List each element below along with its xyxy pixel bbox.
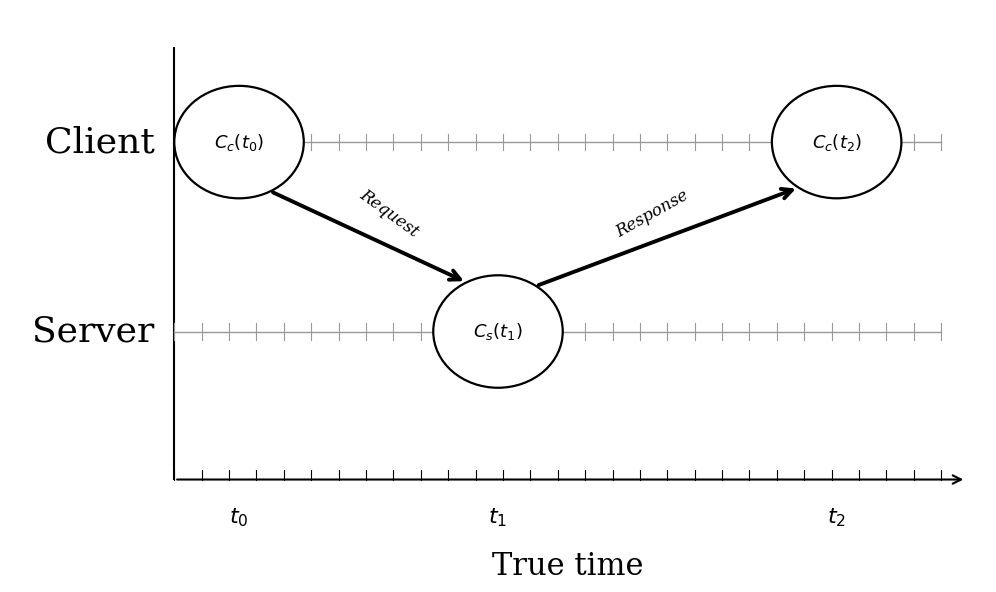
Ellipse shape bbox=[174, 86, 304, 198]
Text: $C_c(t_2)$: $C_c(t_2)$ bbox=[812, 131, 862, 153]
Text: Client: Client bbox=[45, 125, 154, 159]
Text: Request: Request bbox=[357, 186, 422, 240]
Ellipse shape bbox=[772, 86, 901, 198]
Text: $t_1$: $t_1$ bbox=[488, 506, 508, 529]
Text: Server: Server bbox=[32, 314, 154, 349]
Text: $C_s(t_1)$: $C_s(t_1)$ bbox=[473, 321, 523, 342]
Text: True time: True time bbox=[492, 551, 643, 581]
Ellipse shape bbox=[433, 275, 563, 388]
Text: $t_2$: $t_2$ bbox=[827, 506, 847, 529]
Text: $t_0$: $t_0$ bbox=[229, 506, 249, 529]
Text: Response: Response bbox=[613, 187, 691, 242]
Text: $C_c(t_0)$: $C_c(t_0)$ bbox=[214, 131, 264, 153]
